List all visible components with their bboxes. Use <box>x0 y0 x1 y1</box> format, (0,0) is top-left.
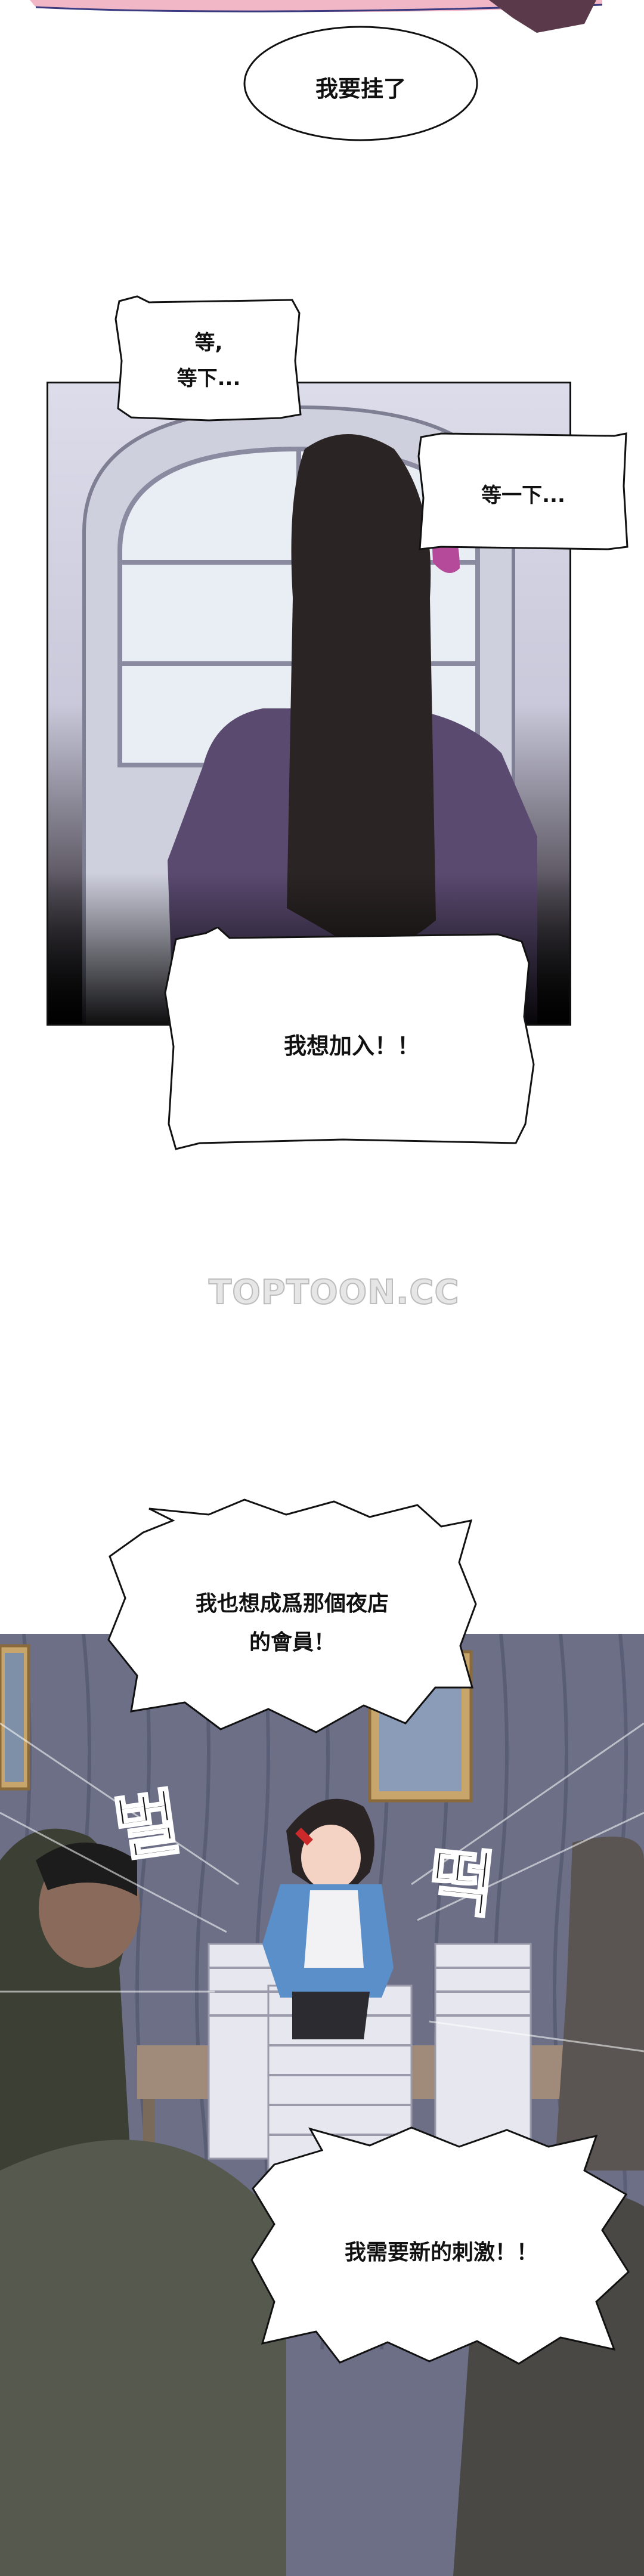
bubble-text: 等一下... <box>481 484 565 507</box>
speech-bubble-stimulus: 我需要新的刺激！！ <box>250 2123 632 2367</box>
panel-room-scene: 벌 떡 <box>0 1634 644 2576</box>
speech-bubble-hangup: 我要挂了 <box>242 24 480 143</box>
bubble-text: 我想加入！！ <box>283 1033 420 1059</box>
speech-bubble-member: 我也想成爲那個夜店 的會員！ <box>107 1497 477 1735</box>
bubble-text-line1: 我也想成爲那個夜店 <box>195 1592 389 1616</box>
sfx-right: 떡 <box>423 1838 500 1930</box>
watermark: TOPTOON.CC <box>208 1272 460 1312</box>
speech-bubble-wait-one: 等一下... <box>417 432 629 552</box>
bubble-text: 我需要新的刺激！！ <box>344 2240 538 2265</box>
speech-bubble-wait: 等, 等下... <box>113 295 304 423</box>
speech-bubble-join: 我想加入！！ <box>164 927 540 1151</box>
bubble-text-line2: 的會員！ <box>249 1630 335 1655</box>
bubble-text-line2: 等下... <box>177 367 241 391</box>
bubble-text: 我要挂了 <box>315 76 406 102</box>
bubble-text-line1: 等, <box>194 331 223 355</box>
